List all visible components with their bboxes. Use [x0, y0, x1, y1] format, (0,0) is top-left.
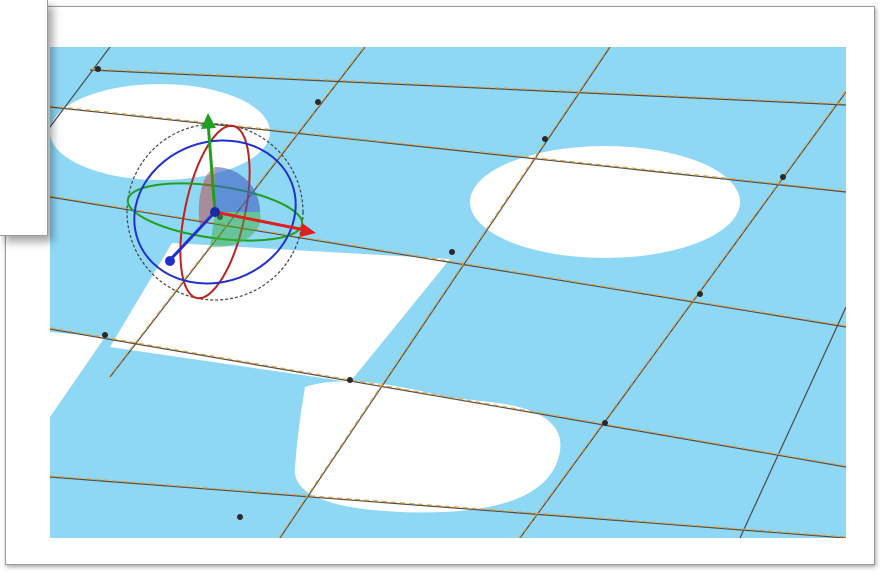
3d-viewport[interactable] [50, 47, 846, 538]
overlay-panel [0, 0, 48, 236]
white-tile [110, 243, 450, 382]
white-ellipse-shape [50, 84, 270, 180]
screenshot-frame [5, 6, 875, 565]
white-tile-edge [50, 332, 105, 417]
transform-gizmo-icon[interactable] [114, 113, 316, 306]
viewport-canvas[interactable] [50, 47, 846, 538]
white-ellipse-shape [294, 381, 561, 513]
white-ellipse-shape [470, 146, 740, 258]
grid-lines [50, 47, 846, 538]
